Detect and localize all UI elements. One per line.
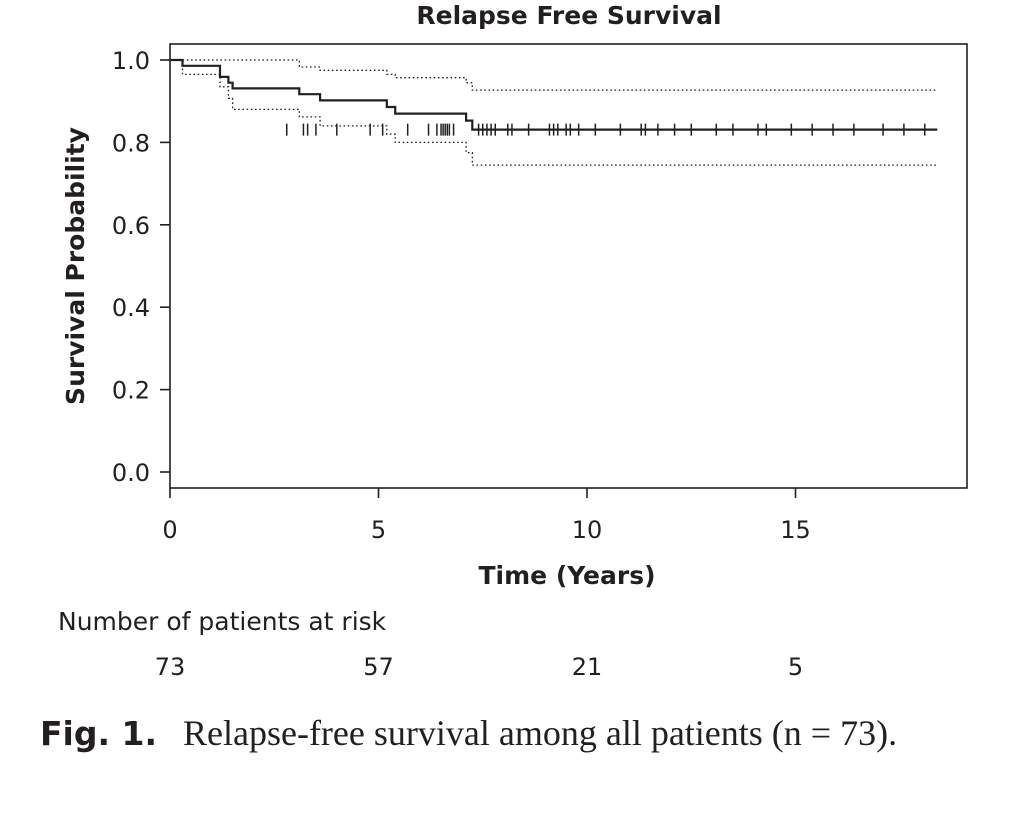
y-tick-label-3: 0.6 [112,212,150,240]
x-tick-label-1: 5 [371,516,386,544]
upper-ci-line [170,59,938,91]
figure-caption: Fig. 1. Relapse-free survival among all p… [40,712,988,755]
risk-count-0: 73 [155,653,186,681]
risk-count-3: 5 [788,653,803,681]
risk-count-2: 21 [572,653,603,681]
y-axis: 0.0 0.2 0.4 0.6 0.8 1.0 [112,47,170,487]
survival-curves [170,58,938,166]
figure-caption-text: Relapse-free survival among all patients… [183,713,898,753]
figure-label: Fig. 1. [40,714,157,753]
chart-title: Relapse Free Survival [416,1,721,30]
x-tick-label-3: 15 [780,516,811,544]
risk-table-counts: 73 57 21 5 [155,653,803,681]
y-tick-label-1: 0.2 [112,377,150,405]
y-axis-label: Survival Probability [61,127,90,405]
x-axis: 0 5 10 15 [162,488,811,544]
x-axis-label: Time (Years) [478,561,655,590]
plot-frame [169,43,968,489]
y-tick-label-0: 0.0 [112,459,150,487]
y-tick-label-4: 0.8 [112,129,150,157]
lower-ci-line [170,59,938,166]
risk-table-label: Number of patients at risk [58,607,387,636]
censor-marks [286,123,926,136]
survival-chart: Relapse Free Survival 0.0 0.2 0.4 0.6 0.8 1.0… [58,1,968,681]
risk-count-1: 57 [363,653,394,681]
survival-line [170,58,938,131]
x-tick-label-0: 0 [162,516,177,544]
y-tick-label-5: 1.0 [112,47,150,75]
y-tick-label-2: 0.4 [112,294,150,322]
x-tick-label-2: 10 [572,516,603,544]
